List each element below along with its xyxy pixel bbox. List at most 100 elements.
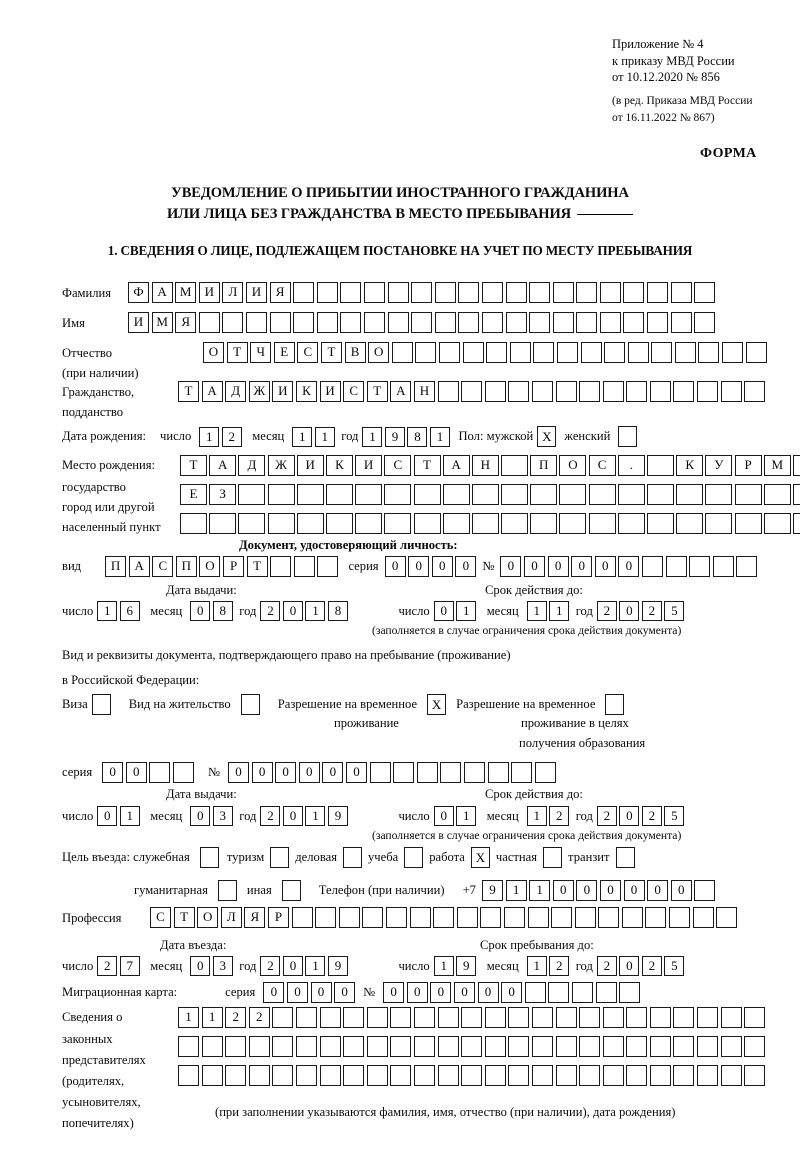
char-cell[interactable] xyxy=(673,381,695,402)
char-cell[interactable] xyxy=(172,762,194,783)
char-cell[interactable]: 8 xyxy=(407,426,428,447)
char-cell[interactable] xyxy=(744,1065,766,1086)
purpose-transit-checkbox[interactable] xyxy=(615,847,635,868)
char-cell[interactable]: М xyxy=(763,455,791,476)
char-cell[interactable] xyxy=(319,1036,341,1057)
char-cell[interactable]: 0 xyxy=(547,556,569,577)
char-cell[interactable]: 1 xyxy=(305,956,326,976)
char-cell[interactable]: 8 xyxy=(212,601,233,621)
char-cell[interactable]: И xyxy=(245,282,267,303)
char-cell[interactable] xyxy=(552,312,574,333)
char-cell[interactable] xyxy=(484,1065,506,1086)
char-cell[interactable] xyxy=(649,381,671,402)
char-cell[interactable]: 0 xyxy=(97,806,118,826)
char-cell[interactable]: Е xyxy=(180,484,207,505)
char-cell[interactable] xyxy=(626,1065,648,1086)
char-cell[interactable]: 5 xyxy=(664,601,685,621)
char-cell[interactable]: 2 xyxy=(221,426,242,447)
char-cell[interactable]: 0 xyxy=(298,762,320,783)
char-cell[interactable]: С xyxy=(343,381,365,402)
char-cell[interactable] xyxy=(623,312,645,333)
char-cell[interactable] xyxy=(705,513,733,534)
char-cell[interactable] xyxy=(384,513,412,534)
char-cell[interactable]: 0 xyxy=(384,556,406,577)
char-cell[interactable] xyxy=(209,513,237,534)
char-cell[interactable]: 2 xyxy=(549,956,570,976)
char-cell[interactable]: 0 xyxy=(227,762,249,783)
char-cell[interactable]: 2 xyxy=(596,601,617,621)
char-cell[interactable] xyxy=(201,1036,223,1057)
char-cell[interactable] xyxy=(673,1036,695,1057)
char-cell[interactable] xyxy=(225,1036,247,1057)
char-cell[interactable]: М xyxy=(175,282,197,303)
char-cell[interactable]: 0 xyxy=(408,556,430,577)
char-cell[interactable]: Д xyxy=(225,381,247,402)
char-cell[interactable]: И xyxy=(198,282,220,303)
char-cell[interactable]: 1 xyxy=(526,601,547,621)
char-cell[interactable]: 1 xyxy=(292,426,313,447)
char-cell[interactable] xyxy=(462,342,484,363)
char-cell[interactable] xyxy=(267,484,295,505)
sex-male-checkbox[interactable]: X xyxy=(537,426,557,447)
char-cell[interactable]: 5 xyxy=(664,806,685,826)
char-cell[interactable] xyxy=(461,381,483,402)
char-cell[interactable] xyxy=(501,455,529,476)
char-cell[interactable] xyxy=(576,282,598,303)
char-cell[interactable]: 2 xyxy=(596,806,617,826)
char-cell[interactable]: Т xyxy=(173,907,195,928)
char-cell[interactable] xyxy=(315,907,337,928)
char-cell[interactable]: О xyxy=(203,342,224,363)
char-cell[interactable] xyxy=(763,484,791,505)
char-cell[interactable] xyxy=(391,342,413,363)
char-cell[interactable] xyxy=(556,342,578,363)
char-cell[interactable] xyxy=(484,1007,506,1028)
char-cell[interactable] xyxy=(722,342,744,363)
char-cell[interactable] xyxy=(533,342,555,363)
char-cell[interactable] xyxy=(716,907,738,928)
char-cell[interactable] xyxy=(505,312,527,333)
char-cell[interactable]: А xyxy=(151,282,173,303)
purpose-other-checkbox[interactable] xyxy=(281,880,301,901)
char-cell[interactable] xyxy=(548,982,570,1003)
char-cell[interactable] xyxy=(481,282,503,303)
char-cell[interactable]: 2 xyxy=(260,601,281,621)
char-cell[interactable]: Н xyxy=(413,381,435,402)
char-cell[interactable]: К xyxy=(676,455,704,476)
char-cell[interactable] xyxy=(692,907,714,928)
char-cell[interactable] xyxy=(641,556,663,577)
char-cell[interactable] xyxy=(694,880,716,901)
char-cell[interactable] xyxy=(673,1065,695,1086)
char-cell[interactable] xyxy=(340,282,362,303)
char-cell[interactable] xyxy=(387,312,409,333)
char-cell[interactable] xyxy=(598,907,620,928)
char-cell[interactable] xyxy=(363,282,385,303)
char-cell[interactable] xyxy=(534,762,556,783)
char-cell[interactable]: 1 xyxy=(119,806,140,826)
char-cell[interactable] xyxy=(480,907,502,928)
char-cell[interactable] xyxy=(617,513,645,534)
purpose-official-checkbox[interactable] xyxy=(199,847,219,868)
char-cell[interactable]: 0 xyxy=(286,982,308,1003)
char-cell[interactable] xyxy=(238,513,266,534)
char-cell[interactable]: С xyxy=(588,455,616,476)
char-cell[interactable] xyxy=(316,282,338,303)
char-cell[interactable] xyxy=(501,484,529,505)
char-cell[interactable] xyxy=(673,1007,695,1028)
char-cell[interactable]: 0 xyxy=(263,982,285,1003)
char-cell[interactable] xyxy=(599,312,621,333)
char-cell[interactable] xyxy=(720,381,742,402)
char-cell[interactable]: 7 xyxy=(119,956,140,976)
char-cell[interactable] xyxy=(471,484,499,505)
purpose-study-checkbox[interactable] xyxy=(404,847,424,868)
char-cell[interactable]: 0 xyxy=(599,880,621,901)
char-cell[interactable] xyxy=(355,484,383,505)
char-cell[interactable] xyxy=(463,762,485,783)
char-cell[interactable] xyxy=(588,484,616,505)
purpose-work-checkbox[interactable]: X xyxy=(470,847,490,868)
char-cell[interactable] xyxy=(487,762,509,783)
